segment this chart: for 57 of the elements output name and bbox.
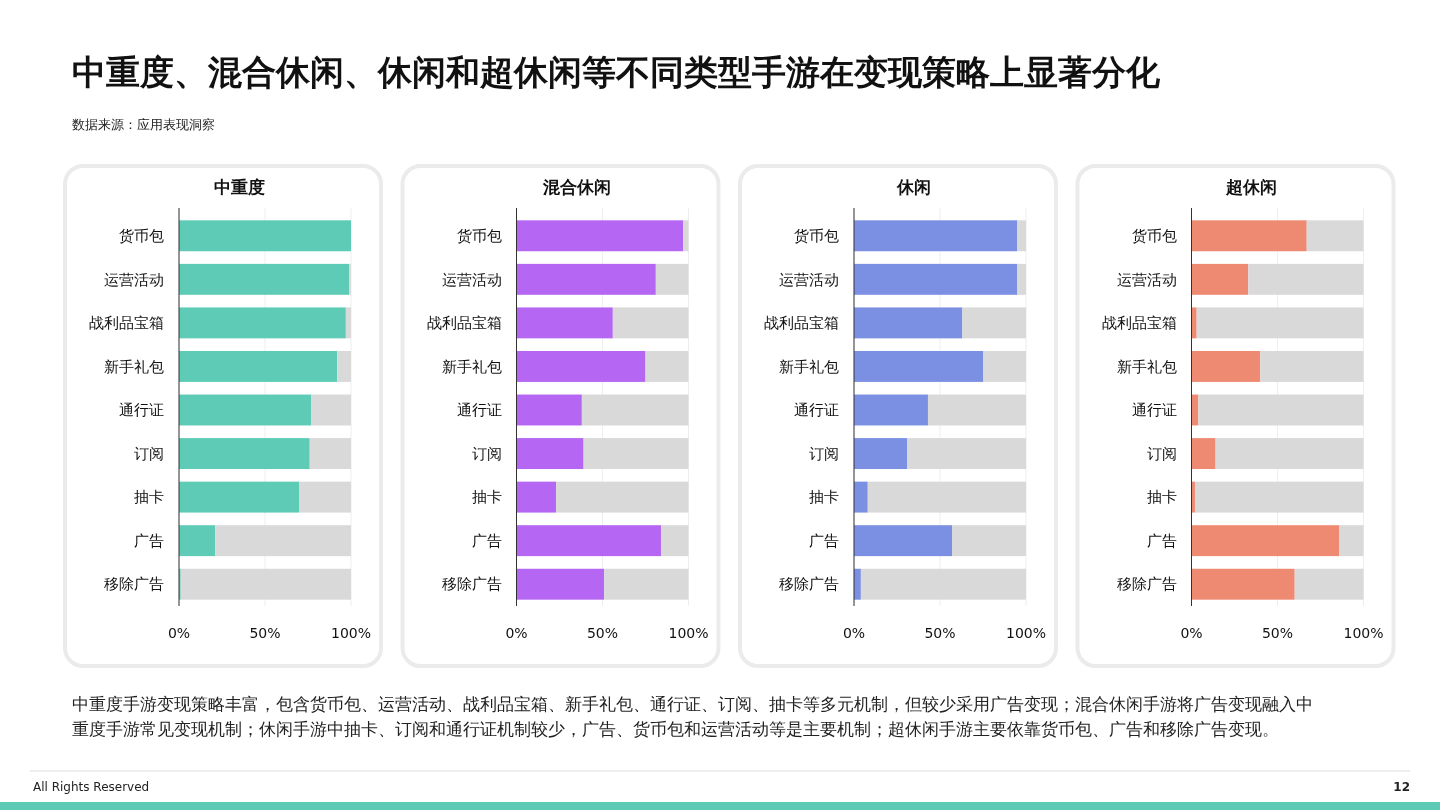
y-tick-label: 移除广告 bbox=[1116, 575, 1177, 594]
y-tick-label: 货币包 bbox=[1131, 227, 1177, 246]
y-tick-label: 货币包 bbox=[794, 227, 839, 246]
x-tick-label: 100% bbox=[1005, 625, 1047, 641]
y-tick-label: 广告 bbox=[809, 531, 839, 550]
y-tick-label: 移除广告 bbox=[441, 575, 502, 594]
x-tick-label: 100% bbox=[330, 625, 372, 641]
y-tick-label: 抽卡 bbox=[809, 488, 839, 507]
x-tick-label: 100% bbox=[1343, 625, 1384, 641]
y-tick-label: 新手礼包 bbox=[779, 357, 839, 376]
y-tick-label: 运营活动 bbox=[779, 270, 839, 289]
x-tick-label: 0% bbox=[842, 625, 866, 641]
x-tick-label: 50% bbox=[924, 625, 956, 641]
y-tick-label: 通行证 bbox=[1131, 401, 1177, 420]
y-tick-label: 抽卡 bbox=[471, 488, 502, 507]
y-tick-label: 广告 bbox=[1146, 531, 1177, 550]
chart-title: 中重度 bbox=[213, 177, 265, 197]
y-tick-label: 移除广告 bbox=[779, 575, 839, 594]
x-tick-label: 50% bbox=[1261, 625, 1294, 641]
chart-title: 超休闲 bbox=[1225, 177, 1277, 197]
y-tick-label: 货币包 bbox=[119, 227, 164, 246]
text: 数据来源：应用表现洞察 bbox=[72, 117, 215, 132]
y-tick-label: 移除广告 bbox=[104, 575, 164, 594]
x-tick-label: 0% bbox=[1180, 625, 1203, 641]
y-tick-label: 战利品宝箱 bbox=[426, 314, 502, 333]
y-tick-label: 新手礼包 bbox=[104, 357, 164, 376]
y-tick-label: 通行证 bbox=[119, 401, 164, 420]
y-tick-label: 广告 bbox=[134, 531, 164, 550]
y-tick-label: 战利品宝箱 bbox=[764, 314, 839, 333]
chart-title: 休闲 bbox=[896, 177, 931, 197]
x-tick-label: 0% bbox=[505, 625, 528, 641]
text: 12 bbox=[1393, 780, 1410, 794]
y-tick-label: 抽卡 bbox=[1146, 488, 1177, 507]
text: 中重度、混合休闲、休闲和超休闲等不同类型手游在变现策略上显著分化 bbox=[72, 52, 1161, 92]
y-tick-label: 广告 bbox=[471, 531, 502, 550]
y-tick-label: 抽卡 bbox=[134, 488, 164, 507]
y-tick-label: 订阅 bbox=[809, 444, 839, 463]
y-tick-label: 战利品宝箱 bbox=[1101, 314, 1177, 333]
y-tick-label: 运营活动 bbox=[1116, 270, 1177, 289]
y-tick-label: 通行证 bbox=[456, 401, 502, 420]
text: All Rights Reserved bbox=[33, 780, 150, 794]
y-tick-label: 战利品宝箱 bbox=[89, 314, 164, 333]
y-tick-label: 新手礼包 bbox=[441, 357, 502, 376]
y-tick-label: 新手礼包 bbox=[1116, 357, 1177, 376]
y-tick-label: 货币包 bbox=[456, 227, 502, 246]
y-tick-label: 订阅 bbox=[1146, 444, 1177, 463]
x-tick-label: 0% bbox=[167, 625, 191, 641]
x-tick-label: 50% bbox=[249, 625, 281, 641]
y-tick-label: 运营活动 bbox=[441, 270, 502, 289]
y-tick-label: 订阅 bbox=[134, 444, 164, 463]
x-tick-label: 100% bbox=[668, 625, 709, 641]
y-tick-label: 运营活动 bbox=[104, 270, 164, 289]
x-tick-label: 50% bbox=[586, 625, 619, 641]
text: 中重度手游变现策略丰富，包含货币包、运营活动、战利品宝箱、新手礼包、通行证、订阅、抽卡等多元机制，但较少采用广告变现；混合休闲手游将广告变现融入中重度手游常见变现机制；休闲手游中抽卡、订阅和通行证机制较少，广告、货币包和运营活动等是主要机制；超休闲手游主要依靠货币包、广告和移除广告变现。 bbox=[72, 695, 1313, 739]
chart-title: 混合休闲 bbox=[541, 177, 611, 197]
y-tick-label: 订阅 bbox=[471, 444, 502, 463]
y-tick-label: 通行证 bbox=[794, 401, 839, 420]
